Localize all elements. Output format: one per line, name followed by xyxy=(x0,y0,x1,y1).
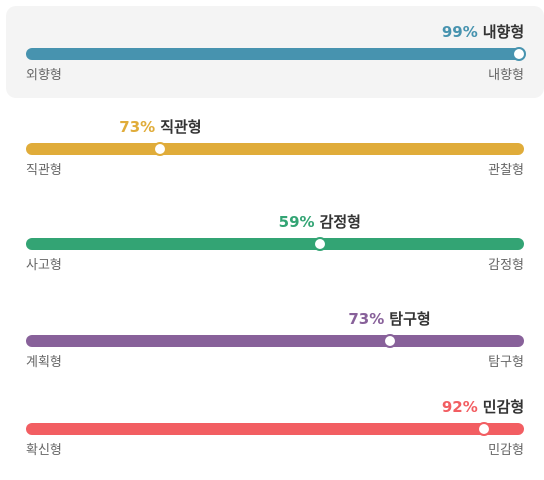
trait-percent: 73% xyxy=(348,310,385,328)
trait-row-identity[interactable]: 92% 민감형 확신형 민감형 xyxy=(6,381,544,473)
trait-row-nature[interactable]: 59% 감정형 사고형 감정형 xyxy=(6,196,544,288)
trait-label: 내향형 xyxy=(482,23,525,41)
trait-slider-knob[interactable] xyxy=(312,237,327,251)
trait-heading: 73% 직관형 xyxy=(119,117,201,137)
trait-slider-knob[interactable] xyxy=(477,422,492,436)
trait-bar xyxy=(26,335,524,347)
trait-label: 탐구형 xyxy=(389,310,431,328)
trait-left-label: 외향형 xyxy=(26,68,62,83)
trait-slider-knob[interactable] xyxy=(512,47,527,61)
trait-bar xyxy=(26,143,524,155)
trait-percent: 59% xyxy=(278,213,315,231)
trait-left-label: 사고형 xyxy=(26,258,62,273)
trait-right-label: 감정형 xyxy=(488,258,524,273)
trait-left-label: 계획형 xyxy=(26,355,62,370)
trait-heading: 59% 감정형 xyxy=(279,212,361,232)
trait-bar xyxy=(26,238,524,250)
trait-row-tactics[interactable]: 73% 탐구형 계획형 탐구형 xyxy=(6,293,544,385)
trait-heading: 92% 민감형 xyxy=(442,397,524,417)
trait-slider-knob[interactable] xyxy=(382,334,397,348)
trait-slider-knob[interactable] xyxy=(153,142,168,156)
trait-heading: 73% 탐구형 xyxy=(348,309,430,329)
trait-right-label: 탐구형 xyxy=(488,355,524,370)
trait-row-mind[interactable]: 73% 직관형 직관형 관찰형 xyxy=(6,101,544,193)
trait-right-label: 민감형 xyxy=(488,443,524,458)
trait-bar xyxy=(26,48,524,60)
trait-row-energy[interactable]: 99% 내향형 외향형 내향형 xyxy=(6,6,544,98)
trait-percent: 73% xyxy=(119,118,156,136)
trait-label: 감정형 xyxy=(319,213,361,231)
trait-label: 직관형 xyxy=(160,118,202,136)
trait-right-label: 관찰형 xyxy=(488,163,524,178)
trait-heading: 99% 내향형 xyxy=(442,22,524,42)
trait-label: 민감형 xyxy=(482,398,525,416)
trait-bar xyxy=(26,423,524,435)
trait-percent: 99% xyxy=(441,23,478,41)
trait-left-label: 확신형 xyxy=(26,443,62,458)
trait-percent: 92% xyxy=(441,398,478,416)
trait-right-label: 내향형 xyxy=(488,68,524,83)
trait-left-label: 직관형 xyxy=(26,163,62,178)
